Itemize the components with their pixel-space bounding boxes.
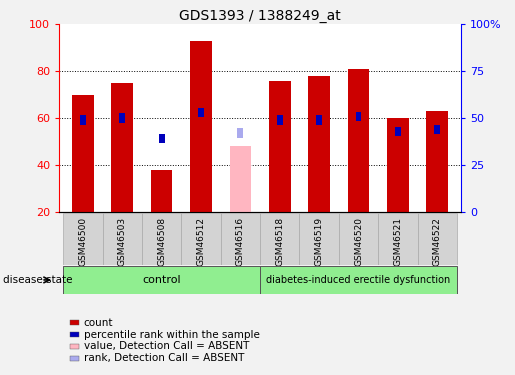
Text: percentile rank within the sample: percentile rank within the sample	[84, 330, 260, 339]
Bar	[119, 113, 125, 123]
Bar	[142, 213, 181, 265]
Bar	[299, 213, 339, 265]
Bar	[111, 83, 133, 212]
Text: GSM46503: GSM46503	[118, 217, 127, 266]
Bar	[308, 76, 330, 212]
Bar	[387, 118, 409, 212]
Bar	[339, 213, 378, 265]
Bar	[418, 213, 457, 265]
Bar	[260, 266, 457, 294]
Bar	[426, 111, 448, 212]
Text: GSM46522: GSM46522	[433, 217, 442, 266]
Bar	[80, 116, 86, 124]
Bar	[348, 69, 369, 212]
Bar	[378, 213, 418, 265]
Bar	[159, 134, 165, 144]
Text: GSM46512: GSM46512	[197, 217, 205, 266]
Bar	[260, 213, 299, 265]
Bar	[355, 112, 362, 121]
Text: control: control	[142, 275, 181, 285]
Text: disease state: disease state	[3, 275, 72, 285]
Bar	[63, 213, 102, 265]
Bar	[190, 41, 212, 212]
Text: GSM46518: GSM46518	[275, 217, 284, 266]
Text: GSM46521: GSM46521	[393, 217, 402, 266]
Bar	[72, 95, 94, 212]
Bar	[316, 116, 322, 124]
Bar	[198, 108, 204, 117]
Text: GSM46500: GSM46500	[78, 217, 88, 266]
Text: count: count	[84, 318, 113, 327]
Text: GSM46520: GSM46520	[354, 217, 363, 266]
Bar	[221, 213, 260, 265]
Bar	[102, 213, 142, 265]
Bar	[237, 128, 243, 138]
Text: rank, Detection Call = ABSENT: rank, Detection Call = ABSENT	[84, 354, 244, 363]
Bar	[63, 266, 260, 294]
Bar	[151, 170, 173, 212]
Bar	[181, 213, 221, 265]
Text: GSM46508: GSM46508	[157, 217, 166, 266]
Bar	[277, 116, 283, 124]
Bar	[269, 81, 290, 212]
Text: diabetes-induced erectile dysfunction: diabetes-induced erectile dysfunction	[266, 275, 451, 285]
Text: GSM46516: GSM46516	[236, 217, 245, 266]
Text: GSM46519: GSM46519	[315, 217, 323, 266]
Title: GDS1393 / 1388249_at: GDS1393 / 1388249_at	[179, 9, 341, 23]
Text: value, Detection Call = ABSENT: value, Detection Call = ABSENT	[84, 342, 249, 351]
Bar	[434, 124, 440, 134]
Bar	[395, 127, 401, 136]
Bar	[230, 146, 251, 212]
